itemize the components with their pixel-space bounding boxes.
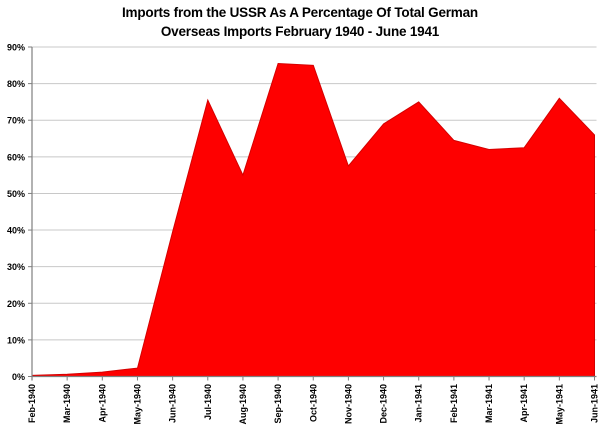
x-tick-label: Apr-1941 [519,384,529,423]
x-tick-label: Jun-1940 [168,384,178,423]
x-tick-label: May-1941 [554,384,564,425]
y-tick-label: 70% [7,116,25,126]
x-tick-label: Oct-1940 [308,384,318,422]
x-tick-label: Mar-1940 [62,384,72,423]
x-tick-label: Nov-1940 [343,384,353,424]
y-tick-label: 80% [7,79,25,89]
x-tick-label: Aug-1940 [238,384,248,425]
y-tick-label: 20% [7,299,25,309]
x-tick-label: Feb-1941 [449,384,459,423]
x-tick-label: Jan-1941 [414,384,424,423]
y-tick-label: 90% [7,43,25,53]
x-tick-label: Jul-1940 [203,384,213,420]
x-tick-label: Sep-1940 [273,384,283,424]
x-tick-label: Dec-1940 [379,384,389,424]
y-tick-label: 40% [7,226,25,236]
chart-title-line-1: Imports from the USSR As A Percentage Of… [122,5,478,20]
chart-title: Imports from the USSR As A Percentage Of… [0,3,600,41]
y-tick-label: 60% [7,152,25,162]
y-tick-label: 0% [12,372,25,382]
x-tick-label: Mar-1941 [484,384,494,423]
y-tick-label: 30% [7,262,25,272]
x-tick-label: May-1940 [132,384,142,425]
x-tick-label: Feb-1940 [27,384,37,423]
ussr-imports-area-series [31,62,595,377]
chart-title-line-2: Overseas Imports February 1940 - June 19… [160,24,440,39]
y-tick-label: 10% [7,335,25,345]
y-tick-label: 50% [7,189,25,199]
x-tick-label: Apr-1940 [97,384,107,423]
x-tick-label: Jun-1941 [590,384,600,423]
